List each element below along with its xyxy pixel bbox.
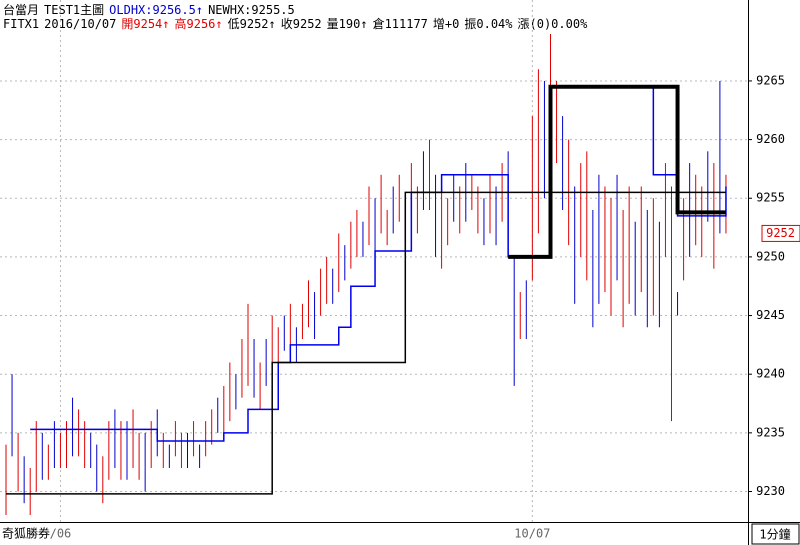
last-price-box xyxy=(761,224,800,242)
header-item: OLDHX:9256.5↑ xyxy=(109,3,204,17)
x-tick-label: /06 xyxy=(50,527,72,541)
y-tick-label: 9230 xyxy=(756,484,785,498)
y-tick-label: 9250 xyxy=(756,249,785,263)
header-item: FITX1 xyxy=(3,17,40,31)
y-tick-label: 9240 xyxy=(756,367,785,381)
y-tick-label: 9245 xyxy=(756,308,785,322)
header-item: 2016/10/07 xyxy=(44,17,117,31)
header-item: 台當月 xyxy=(3,3,40,17)
indicator-line xyxy=(30,86,727,442)
axis-line xyxy=(748,0,749,545)
header-item: 增+0 xyxy=(432,17,460,31)
header-item: 量190↑ xyxy=(326,17,368,31)
last-price-label: 9252 xyxy=(766,226,795,240)
header-item: 漲(0)0.00% xyxy=(517,17,588,31)
header-item: 開9254↑ xyxy=(121,17,170,31)
y-tick-label: 9265 xyxy=(756,73,785,87)
header-item: 振0.04% xyxy=(464,17,513,31)
y-tick-label: 9235 xyxy=(756,425,785,439)
axis-line xyxy=(0,522,800,523)
y-tick-label: 9255 xyxy=(756,191,785,205)
header-line: FITX1 2016/10/07 開9254↑ 高9256↑ 低9252↑ 收9252 量1… xyxy=(3,15,592,32)
y-tick-label: 9260 xyxy=(756,132,785,146)
header-item: 低9252↑ xyxy=(227,17,276,31)
header-item: 高9256↑ xyxy=(174,17,223,31)
x-tick-label: 10/07 xyxy=(514,527,550,541)
header-item: 倉111177 xyxy=(372,17,428,31)
header-item: 收9252 xyxy=(280,17,322,31)
period: 1分鐘 xyxy=(759,527,790,542)
indicator-line xyxy=(6,191,726,495)
period-box xyxy=(751,523,800,545)
header-item: TEST1主圖 xyxy=(44,3,105,17)
brand: 奇狐勝券 xyxy=(2,526,50,541)
indicator-line xyxy=(508,84,726,259)
header-item: NEWHX:9255.5 xyxy=(208,3,295,17)
header-line: 台當月 TEST1主圖 OLDHX:9256.5↑ NEWHX:9255.5 xyxy=(3,1,300,18)
